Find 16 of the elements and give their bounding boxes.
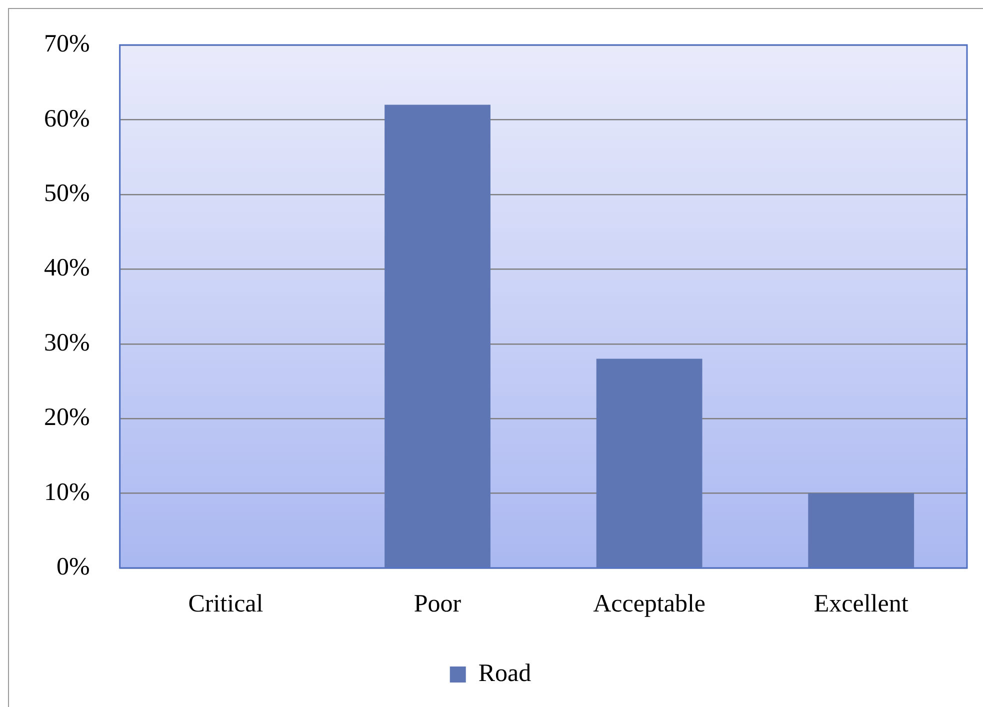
y-tick-label: 40% bbox=[44, 254, 90, 282]
legend-label: Road bbox=[478, 660, 532, 688]
y-tick-label: 50% bbox=[44, 180, 90, 207]
y-tick-label: 10% bbox=[44, 478, 90, 506]
y-tick-label: 0% bbox=[56, 554, 90, 581]
bar bbox=[596, 358, 702, 568]
x-tick-label: Critical bbox=[188, 590, 264, 618]
bar bbox=[384, 104, 490, 568]
y-tick-label: 20% bbox=[44, 404, 90, 432]
y-tick-label: 60% bbox=[44, 105, 90, 132]
x-tick-label: Excellent bbox=[814, 590, 908, 618]
y-tick-label: 70% bbox=[44, 30, 90, 58]
x-tick-label: Poor bbox=[414, 590, 462, 618]
bar bbox=[808, 493, 914, 568]
y-tick-label: 30% bbox=[44, 329, 90, 356]
x-tick-label: Acceptable bbox=[593, 590, 706, 618]
